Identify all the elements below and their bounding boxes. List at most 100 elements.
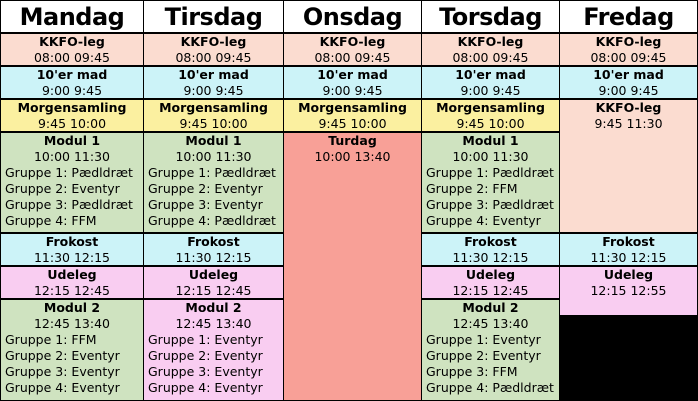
group-assignment: Gruppe 3: Pædldræt — [426, 197, 554, 212]
schedule-block: Modul 1 10:00 11:30 Gruppe 1: Pædldræt Grup… — [421, 132, 560, 233]
block-title: 10'er mad — [36, 67, 108, 82]
schedule-block: Morgensamling 9:45 10:00 — [143, 99, 284, 132]
block-time: 12:15 12:55 — [590, 283, 667, 298]
group-assignment: Gruppe 1: Eventyr — [148, 332, 263, 347]
group-assignment: Gruppe 2: Eventyr — [5, 181, 120, 196]
day-header: Onsdag — [283, 0, 422, 33]
schedule-block: Modul 1 10:00 11:30 Gruppe 1: Pædldræt Grup… — [0, 132, 144, 233]
schedule-block: Frokost 11:30 12:15 — [0, 233, 144, 266]
block-time: 11:30 12:15 — [452, 250, 529, 265]
block-title: KKFO-leg — [457, 34, 524, 49]
group-assignment: Gruppe 2: FFM — [426, 181, 518, 196]
group-assignment: Gruppe 3: Eventyr — [5, 364, 120, 379]
block-time: 08:00 09:45 — [314, 50, 391, 65]
group-assignment: Gruppe 2: Eventyr — [426, 348, 541, 363]
block-title: KKFO-leg — [39, 34, 105, 49]
block-time: 11:30 12:15 — [175, 250, 252, 265]
group-assignment: Gruppe 3: Pædldræt — [5, 197, 133, 212]
group-assignment: Gruppe 3: Eventyr — [148, 364, 263, 379]
schedule-block: 10'er mad 9:00 9:45 — [283, 66, 422, 99]
block-title: Turdag — [328, 133, 377, 148]
block-time: 10:00 11:30 — [33, 149, 111, 164]
block-title: Morgensamling — [436, 100, 545, 115]
block-time: 08:00 09:45 — [175, 50, 252, 65]
group-assignment: Gruppe 1: Eventyr — [426, 332, 541, 347]
schedule-block: Turdag 10:00 13:40 — [283, 132, 422, 401]
schedule-block: Morgensamling 9:45 10:00 — [283, 99, 422, 132]
group-assignment: Gruppe 4: Eventyr — [5, 380, 120, 395]
day-header: Mandag — [0, 0, 144, 33]
schedule-block: 10'er mad 9:00 9:45 — [421, 66, 560, 99]
schedule-block: Frokost 11:30 12:15 — [559, 233, 698, 266]
block-time: 10:00 11:30 — [175, 149, 252, 164]
block-time: 12:45 13:40 — [175, 316, 252, 331]
schedule-block: Modul 1 10:00 11:30 Gruppe 1: Pædldræt Grup… — [143, 132, 284, 233]
block-title: Udeleg — [47, 267, 97, 282]
schedule-block: Udeleg 12:15 12:45 — [143, 266, 284, 299]
block-time: 9:45 11:30 — [594, 116, 663, 131]
day-column-mandag: Mandag KKFO-leg 08:00 09:45 10'er mad 9:00 9… — [0, 0, 144, 401]
schedule-block: Frokost 11:30 12:15 — [143, 233, 284, 266]
block-title: Morgensamling — [17, 100, 127, 115]
schedule-block: KKFO-leg 9:45 11:30 — [559, 99, 698, 233]
block-title: 10'er mad — [178, 67, 249, 82]
block-time: 10:00 13:40 — [314, 149, 391, 164]
block-time: 9:00 9:45 — [41, 83, 103, 98]
block-time: 9:00 9:45 — [183, 83, 244, 98]
block-time: 9:00 9:45 — [598, 83, 659, 98]
empty-area — [559, 316, 698, 401]
day-header: Fredag — [559, 0, 698, 33]
block-time: 12:45 13:40 — [33, 316, 111, 331]
block-title: KKFO-leg — [180, 34, 247, 49]
block-title: Frokost — [602, 234, 655, 249]
block-time: 9:45 10:00 — [456, 116, 525, 131]
schedule-block: Udeleg 12:15 12:55 — [559, 266, 698, 316]
block-time: 08:00 09:45 — [452, 50, 529, 65]
day-column-torsdag: Torsdag KKFO-leg 08:00 09:45 10'er mad 9:00 … — [421, 0, 560, 401]
day-header: Torsdag — [421, 0, 560, 33]
group-assignment: Gruppe 3: FFM — [426, 364, 518, 379]
block-title: KKFO-leg — [595, 34, 662, 49]
schedule-block: 10'er mad 9:00 9:45 — [143, 66, 284, 99]
schedule-block: 10'er mad 9:00 9:45 — [559, 66, 698, 99]
group-assignment: Gruppe 1: Pædldræt — [5, 165, 133, 180]
schedule-block: KKFO-leg 08:00 09:45 — [559, 33, 698, 66]
group-assignment: Gruppe 3: Eventyr — [148, 197, 263, 212]
block-title: Frokost — [187, 234, 240, 249]
block-time: 9:00 9:45 — [322, 83, 383, 98]
group-assignment: Gruppe 1: Pædldræt — [148, 165, 276, 180]
schedule-block: Modul 2 12:45 13:40 Gruppe 1: FFM Gruppe 2:… — [0, 299, 144, 401]
block-time: 9:00 9:45 — [460, 83, 521, 98]
group-assignment: Gruppe 1: Pædldræt — [426, 165, 554, 180]
block-time: 9:45 10:00 — [318, 116, 387, 131]
block-time: 10:00 11:30 — [452, 149, 529, 164]
block-time: 08:00 09:45 — [33, 50, 111, 65]
block-time: 9:45 10:00 — [37, 116, 107, 131]
block-title: Modul 1 — [185, 133, 242, 148]
block-title: Frokost — [45, 234, 99, 249]
block-title: Udeleg — [188, 267, 239, 282]
group-assignment: Gruppe 4: Eventyr — [426, 213, 541, 228]
block-time: 11:30 12:15 — [590, 250, 667, 265]
day-column-fredag: Fredag KKFO-leg 08:00 09:45 10'er mad 9:00 9… — [559, 0, 698, 401]
schedule-block: Morgensamling 9:45 10:00 — [0, 99, 144, 132]
group-assignment: Gruppe 4: Eventyr — [148, 380, 263, 395]
schedule-block: Modul 2 12:45 13:40 Gruppe 1: Eventyr Grupp… — [143, 299, 284, 401]
group-assignment: Gruppe 4: Pædldræt — [148, 213, 276, 228]
group-assignment: Gruppe 1: FFM — [5, 332, 97, 347]
schedule-block: Udeleg 12:15 12:45 — [0, 266, 144, 299]
schedule-block: Udeleg 12:15 12:45 — [421, 266, 560, 299]
block-title: Morgensamling — [159, 100, 268, 115]
block-title: 10'er mad — [593, 67, 664, 82]
group-assignment: Gruppe 2: Eventyr — [148, 181, 263, 196]
schedule-block: KKFO-leg 08:00 09:45 — [421, 33, 560, 66]
block-title: Modul 1 — [43, 133, 101, 148]
block-title: Modul 2 — [462, 300, 519, 315]
schedule-block: KKFO-leg 08:00 09:45 — [143, 33, 284, 66]
block-title: Frokost — [464, 234, 517, 249]
schedule-block: Modul 2 12:45 13:40 Gruppe 1: Eventyr Grupp… — [421, 299, 560, 401]
block-title: Modul 2 — [43, 300, 101, 315]
block-title: Morgensamling — [298, 100, 407, 115]
group-assignment: Gruppe 2: Eventyr — [148, 348, 263, 363]
block-time: 12:45 13:40 — [452, 316, 529, 331]
